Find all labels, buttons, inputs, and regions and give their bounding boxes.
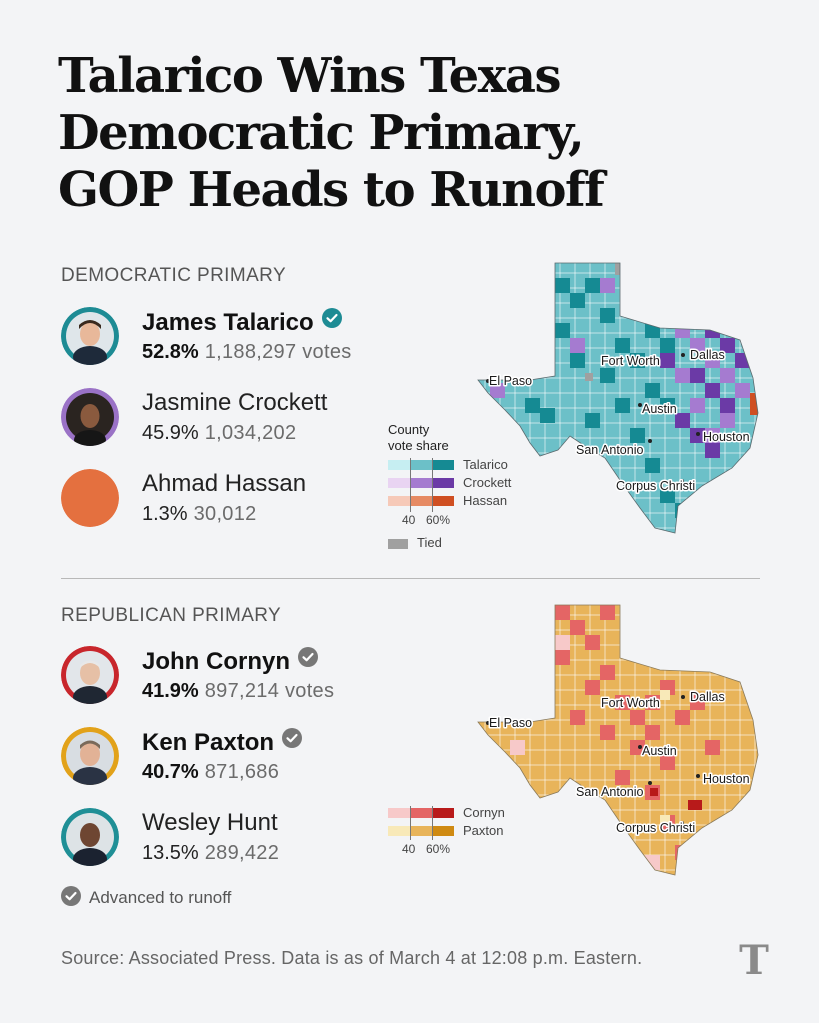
talarico-pct: 52.8% [142,341,199,363]
legend-tick-60 [432,458,433,512]
hunt-stats: 13.5% 289,422 [142,842,279,865]
headline-line-1: Talarico Wins Texas [58,48,561,104]
talarico-avatar [61,307,119,365]
legend-swatch-tied [388,539,408,549]
legend-tick-60 [432,806,433,840]
rep-map-city-san-antonio: San Antonio [576,785,643,799]
dem-map-city-el-paso: El Paso [489,374,532,388]
crockett-stats: 45.9% 1,034,202 [142,422,296,445]
source-note: Source: Associated Press. Data is as of … [61,948,643,968]
cornyn-stats: 41.9% 897,214 votes [142,680,334,703]
dem-map-city-fort-worth: Fort Worth [601,354,660,368]
talarico-votes: 1,188,297 votes [204,341,352,363]
dem-map-city-austin: Austin [642,402,677,416]
candidate-paxton: Ken Paxton 40.7% 871,686 [61,727,441,789]
legend-swatch-talarico [388,460,454,470]
cornyn-votes: 897,214 votes [204,680,335,702]
republican-county-map: El Paso Fort Worth Dallas Austin Houston… [477,604,759,876]
candidate-crockett: Jasmine Crockett 45.9% 1,034,202 [61,388,441,450]
paxton-name-row: Ken Paxton [142,728,303,757]
candidate-hunt: Wesley Hunt 13.5% 289,422 [61,808,441,870]
crockett-name: Jasmine Crockett [142,389,328,416]
dem-map-city-san-antonio: San Antonio [576,443,643,457]
hassan-votes: 30,012 [193,503,257,525]
winner-check-icon [321,308,342,328]
runoff-check-icon [61,886,81,906]
dem-tick-label-60: 60% [426,513,451,527]
dem-map-city-corpus-christi: Corpus Christi [616,479,695,493]
paxton-name: Ken Paxton [142,729,275,756]
dem-legend-title-line1: County [388,422,430,437]
hunt-name: Wesley Hunt [142,809,278,836]
hunt-avatar [61,808,119,866]
hassan-name: Ahmad Hassan [142,470,307,497]
legend-label-crockett: Crockett [463,475,512,490]
hassan-stats: 1.3% 30,012 [142,503,257,526]
hunt-pct: 13.5% [142,842,199,864]
democratic-county-map: El Paso Fort Worth Dallas Austin Houston… [477,262,759,534]
hassan-pct: 1.3% [142,503,188,525]
legend-swatch-crockett [388,478,454,488]
rep-map-city-el-paso: El Paso [489,716,532,730]
democratic-section-label: DEMOCRATIC PRIMARY [61,265,287,286]
dem-legend-title: County vote share [388,422,449,454]
cornyn-name-row: John Cornyn [142,647,318,676]
paxton-votes: 871,686 [204,761,280,783]
legend-label-paxton: Paxton [463,823,504,838]
legend-label-tied: Tied [417,535,442,550]
headline: Talarico Wins Texas Democratic Primary, … [58,48,698,219]
rep-tick-label-40: 40 [402,842,416,856]
dem-legend-title-line2: vote share [388,438,449,453]
rep-map-city-corpus-christi: Corpus Christi [616,821,695,835]
runoff-legend-label: Advanced to runoff [89,888,232,907]
talarico-stats: 52.8% 1,188,297 votes [142,341,352,364]
dem-map-city-houston: Houston [703,430,750,444]
talarico-name-row: James Talarico [142,308,342,337]
legend-tick-40 [410,806,411,840]
candidate-cornyn: John Cornyn 41.9% 897,214 votes [61,646,441,708]
crockett-avatar [61,388,119,446]
legend-label-talarico: Talarico [463,457,508,472]
rep-map-city-austin: Austin [642,744,677,758]
candidate-talarico: James Talarico 52.8% 1,188,297 votes [61,307,441,369]
republican-section-label: REPUBLICAN PRIMARY [61,605,282,626]
hassan-avatar [61,469,119,527]
hunt-votes: 289,422 [204,842,280,864]
runoff-legend: Advanced to runoff [61,886,231,908]
crockett-votes: 1,034,202 [204,422,297,444]
rep-tick-label-60: 60% [426,842,451,856]
runoff-check-icon [298,647,318,667]
legend-label-cornyn: Cornyn [463,805,505,820]
legend-swatch-paxton [388,826,454,836]
paxton-avatar [61,727,119,785]
candidate-hassan: Ahmad Hassan 1.3% 30,012 [61,469,441,531]
section-divider [61,578,760,579]
cornyn-avatar [61,646,119,704]
cornyn-name: John Cornyn [142,648,290,675]
headline-line-3: GOP Heads to Runoff [58,162,605,218]
legend-label-hassan: Hassan [463,493,508,508]
nyt-logo-icon: T [739,937,769,982]
legend-swatch-hassan [388,496,454,506]
dem-tick-label-40: 40 [402,513,416,527]
runoff-check-icon [282,728,303,748]
rep-map-city-fort-worth: Fort Worth [601,696,660,710]
crockett-pct: 45.9% [142,422,199,444]
legend-swatch-cornyn [388,808,454,818]
dem-map-city-dallas: Dallas [690,348,725,362]
nyt-logo-letter: T [739,937,769,982]
talarico-name: James Talarico [142,309,314,336]
rep-map-city-houston: Houston [703,772,750,786]
cornyn-pct: 41.9% [142,680,199,702]
rep-map-city-dallas: Dallas [690,690,725,704]
paxton-pct: 40.7% [142,761,199,783]
paxton-stats: 40.7% 871,686 [142,761,279,784]
headline-line-2: Democratic Primary, [58,105,585,161]
legend-tick-40 [410,458,411,512]
